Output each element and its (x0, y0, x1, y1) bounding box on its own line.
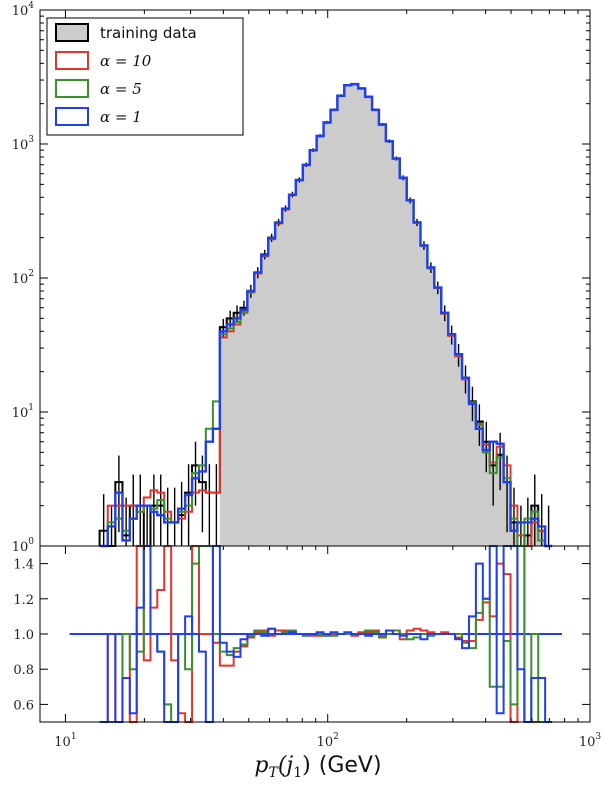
legend: training data α = 10 α = 5 α = 1 (46, 17, 244, 136)
training-data-fill (219, 84, 553, 546)
y-tick-label-text: 104 (12, 1, 35, 19)
y-tick-label-text: 100 (12, 537, 35, 555)
ratio-panel: 0.6 0.8 1.0 1.2 1.4 101 102 103 (13, 545, 602, 750)
y-tick-label: 103 (12, 135, 35, 153)
y-tick-label-text: 101 (12, 403, 34, 421)
ratio-y-tick-label: 1.2 (13, 593, 34, 608)
x-tick-label: 103 (579, 732, 602, 750)
y-tick-label-text: 103 (12, 135, 35, 153)
ratio-y-tick-label: 0.6 (13, 698, 34, 713)
x-tick-label: 102 (317, 732, 339, 750)
legend-swatch-2 (55, 79, 89, 98)
x-axis-label-text: pT(j1) (GeV) (254, 753, 381, 781)
alpha-1-step (99, 82, 553, 548)
x-axis-label: pT(j1) (GeV) (254, 753, 381, 781)
ratio-y-tick-label: 0.8 (13, 663, 34, 678)
legend-swatch-training (55, 23, 89, 42)
legend-swatch-1 (55, 51, 89, 70)
x-tick-label: 101 (54, 732, 76, 750)
legend-label-2: α = 5 (100, 80, 142, 98)
y-tick-label-text: 102 (12, 269, 34, 287)
legend-label-3: α = 1 (100, 108, 142, 126)
y-tick-label: 102 (12, 269, 34, 287)
ratio-y-tick-label: 1.0 (13, 628, 34, 643)
y-tick-label: 101 (12, 403, 34, 421)
y-tick-label: 100 (12, 537, 35, 555)
ratio-y-tick-label: 1.4 (13, 558, 34, 573)
legend-label-1: α = 10 (100, 52, 152, 70)
distribution-panel: 100 101 102 103 104 (12, 1, 591, 555)
legend-label-0: training data (100, 24, 197, 42)
legend-swatch-3 (55, 107, 89, 126)
y-tick-label: 104 (12, 1, 35, 19)
